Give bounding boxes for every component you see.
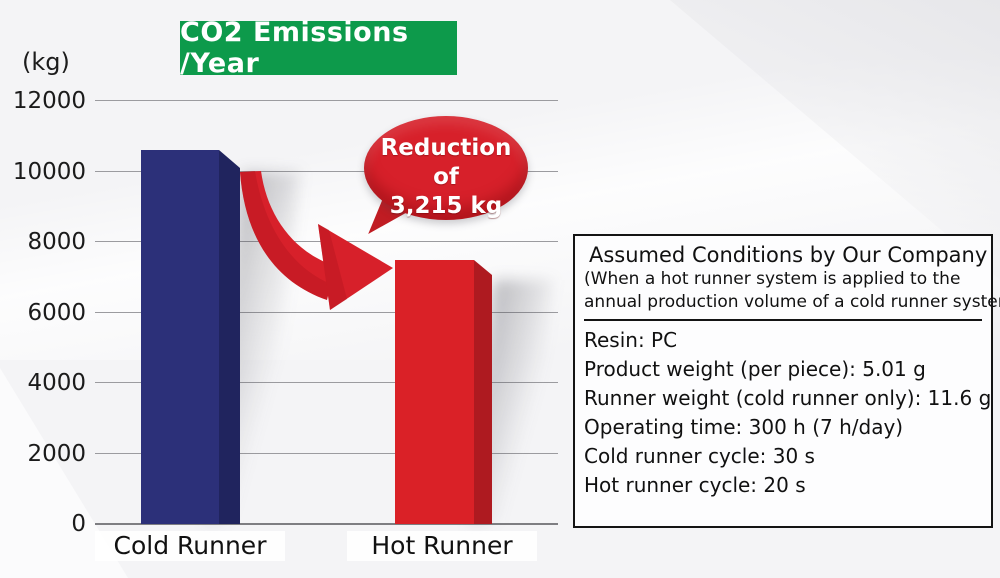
hot-runner-bar-side [474,260,492,524]
gridline-12000 [95,100,558,101]
cold-runner-bar [141,150,219,524]
condition-operating-time: Operating time: 300 h (7 h/day) [584,415,904,439]
conditions-title: Assumed Conditions by Our Company [589,243,988,267]
condition-cold-cycle: Cold runner cycle: 30 s [584,444,815,468]
y-tick-6000: 6000 [27,300,86,326]
reduction-arrow-icon [240,171,393,310]
condition-resin: Resin: PC [584,328,678,352]
gridline-10000 [95,171,558,172]
reduction-annotation: Reduction of 3,215 kg [364,134,528,221]
reduction-annotation-line2: 3,215 kg [389,193,503,219]
y-tick-4000: 4000 [27,370,86,396]
y-tick-12000: 12000 [12,88,86,114]
condition-hot-cycle: Hot runner cycle: 20 s [584,473,806,497]
gridline-2000 [95,453,558,454]
condition-runner-weight: Runner weight (cold runner only): 11.6 g [584,386,992,410]
condition-product-weight: Product weight (per piece): 5.01 g [584,357,926,381]
y-axis-unit-label: (kg) [22,48,70,76]
gridline-6000 [95,312,558,313]
x-label-cold-runner: Cold Runner [95,531,285,561]
reduction-annotation-line1: Reduction of [380,135,512,190]
y-tick-2000: 2000 [27,441,86,467]
x-axis-baseline [95,523,558,525]
speech-bubble [364,116,528,220]
conditions-subtitle-line2: annual production volume of a cold runne… [584,291,1000,312]
y-tick-0: 0 [71,511,86,537]
y-tick-8000: 8000 [27,229,86,255]
hot-runner-bar [395,260,474,524]
chart-title: CO2 Emissions /Year [180,17,457,79]
conditions-divider [584,319,982,321]
assumed-conditions-panel: Assumed Conditions by Our Company (When … [573,234,1000,528]
gridline-4000 [95,382,558,383]
cold-runner-bar-side [219,150,240,524]
y-tick-10000: 10000 [12,159,86,185]
conditions-subtitle-line1: (When a hot runner system is applied to … [584,269,961,289]
x-label-hot-runner: Hot Runner [347,531,537,561]
